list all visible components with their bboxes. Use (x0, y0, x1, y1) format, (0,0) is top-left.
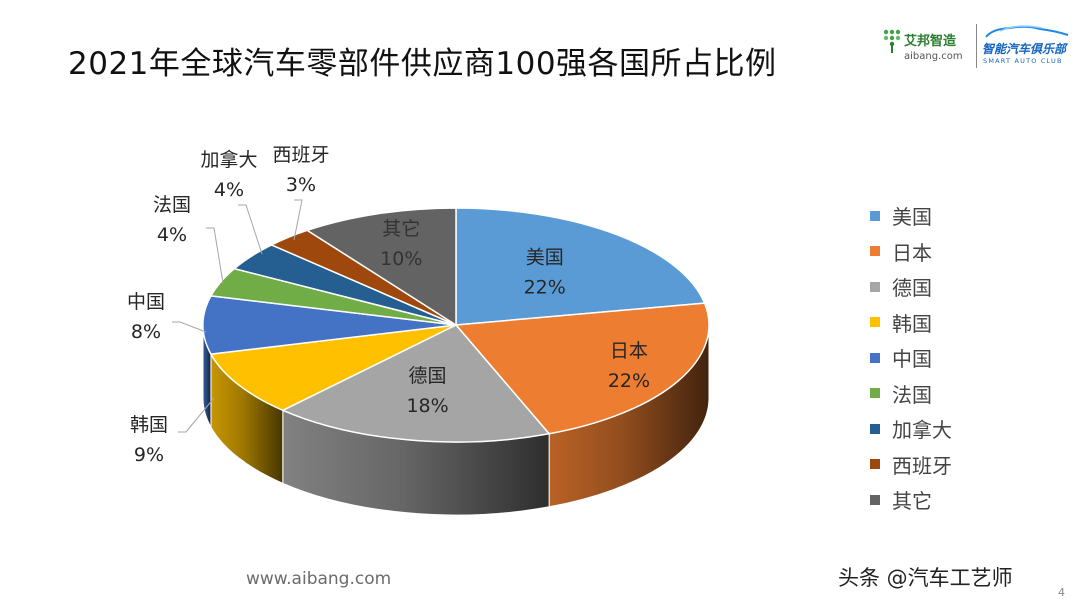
aibang-logo-url: aibang.com (904, 51, 963, 62)
leader-line-法国 (206, 227, 224, 284)
legend-item-西班牙: 西班牙 (870, 447, 952, 483)
legend-item-美国: 美国 (870, 198, 952, 234)
legend-swatch (870, 210, 880, 221)
data-label-category-韩国: 韩国 (130, 414, 168, 436)
legend-label: 德国 (892, 276, 932, 301)
data-label-category-加拿大: 加拿大 (200, 148, 257, 171)
data-label-category-西班牙: 西班牙 (272, 144, 329, 166)
club-logo-english: SMART AUTO CLUB (983, 57, 1063, 65)
data-label-value-中国: 8% (131, 321, 161, 343)
data-label-category-法国: 法国 (153, 194, 191, 216)
legend-item-德国: 德国 (870, 269, 952, 305)
slice-其它 (306, 207, 457, 326)
leader-line-中国 (172, 321, 207, 333)
legend-swatch (870, 246, 880, 257)
legend-swatch (870, 459, 880, 470)
legend-swatch (870, 494, 880, 505)
data-label-value-其它: 10% (380, 248, 422, 270)
data-label-value-加拿大: 4% (214, 179, 244, 201)
data-label-value-法国: 4% (157, 224, 187, 246)
legend-label: 其它 (892, 489, 932, 514)
data-label-category-德国: 德国 (409, 365, 447, 387)
legend-label: 西班牙 (892, 453, 952, 478)
data-label-category-美国: 美国 (526, 246, 564, 268)
aibang-logo-name: 艾邦智造 (904, 34, 957, 49)
legend-swatch (870, 423, 880, 434)
legend-item-中国: 中国 (870, 340, 952, 376)
slide-title: 2021年全球汽车零部件供应商100强各国所占比例 (68, 46, 777, 82)
data-labels: 美国 22% 日本 22% 德国 18% 韩国 9% 中国 8% 法国 4% 加拿大 4% 西班牙 3% 其它 1… (127, 144, 650, 466)
data-label-value-德国: 18% (406, 395, 448, 417)
data-label-category-其它: 其它 (382, 218, 420, 240)
club-logo-name: 智能汽车俱乐部 (982, 42, 1067, 56)
leader-line-韩国 (178, 397, 215, 433)
legend-label: 中国 (892, 347, 932, 372)
legend-item-韩国: 韩国 (870, 305, 952, 341)
aibang-logo-icon (883, 29, 901, 53)
data-label-value-日本: 22% (608, 370, 650, 392)
legend-item-日本: 日本 (870, 234, 952, 270)
car-outline-icon (985, 25, 1069, 38)
leader-line-加拿大 (238, 204, 263, 255)
legend-label: 日本 (892, 240, 932, 265)
legend-swatch (870, 281, 880, 292)
slice-中国 (202, 295, 457, 355)
legend-swatch (870, 352, 880, 363)
data-label-value-韩国: 9% (134, 444, 164, 466)
legend-item-其它: 其它 (870, 482, 952, 518)
logo-divider (976, 24, 977, 68)
chart-legend: 美国日本德国韩国中国法国加拿大西班牙其它 (870, 198, 952, 518)
pie-top-faces (202, 207, 710, 443)
leader-line-西班牙 (293, 199, 303, 241)
watermark: 头条 @汽车工艺师 (838, 566, 1013, 590)
slice-韩国 (210, 324, 457, 412)
data-label-category-中国: 中国 (127, 291, 165, 313)
slice-日本 (455, 302, 710, 435)
data-label-category-日本: 日本 (610, 340, 648, 362)
legend-swatch (870, 317, 880, 328)
legend-swatch (870, 388, 880, 399)
footer-website: www.aibang.com (246, 569, 392, 589)
legend-item-加拿大: 加拿大 (870, 411, 952, 447)
header-logos: 艾邦智造 aibang.com 智能汽车俱乐部 SMART AUTO CLUB (880, 18, 1080, 76)
legend-label: 加拿大 (892, 418, 952, 443)
slice-美国 (455, 207, 706, 326)
legend-item-法国: 法国 (870, 376, 952, 412)
legend-label: 美国 (892, 205, 932, 230)
slice-德国 (282, 324, 550, 443)
legend-label: 法国 (892, 382, 932, 407)
legend-label: 韩国 (892, 311, 932, 336)
data-label-value-美国: 22% (524, 276, 566, 298)
page-number: 4 (1058, 586, 1065, 599)
data-label-value-西班牙: 3% (286, 174, 316, 196)
